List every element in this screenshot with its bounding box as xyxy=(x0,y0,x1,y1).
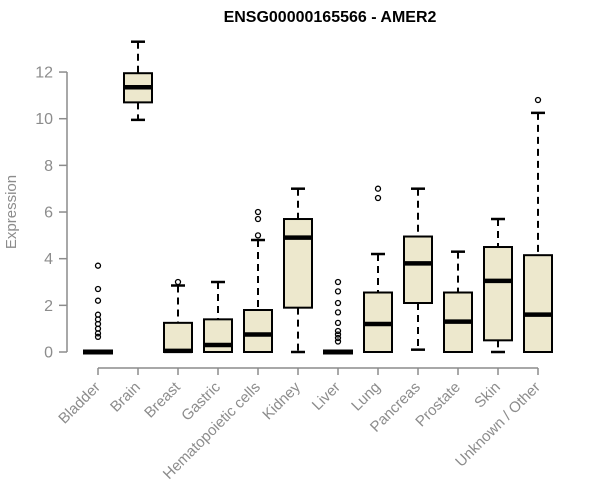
y-tick-label: 4 xyxy=(44,251,53,268)
outlier-point xyxy=(254,208,262,216)
y-tick-label: 12 xyxy=(35,65,53,82)
boxplot-skin xyxy=(483,217,513,354)
iqr-box xyxy=(163,321,193,353)
median-line xyxy=(83,349,113,355)
y-tick-label: 2 xyxy=(44,298,53,315)
outlier-point xyxy=(94,285,102,293)
boxplot-hematopoietic-cells xyxy=(243,208,273,354)
boxplot-liver xyxy=(323,278,353,355)
boxplot-kidney xyxy=(283,187,313,354)
plot-area: 0 2 4 6 8 10 12 Bladder BrainBreastGastricHemato… xyxy=(35,40,553,483)
x-tick-label-breast: Breast xyxy=(141,378,184,421)
boxplot-unknown-other xyxy=(523,96,553,353)
outlier-point xyxy=(254,232,262,239)
boxplot-bladder xyxy=(83,262,113,355)
iqr-box xyxy=(403,235,433,305)
outlier-point xyxy=(334,327,342,335)
x-tick-label-prostate: Prostate xyxy=(412,379,464,431)
outlier-point xyxy=(94,262,102,269)
y-axis-title: Expression xyxy=(3,175,20,249)
iqr-box xyxy=(483,246,513,342)
boxplot-pancreas xyxy=(403,187,433,351)
outlier-point xyxy=(334,338,342,345)
outlier-point xyxy=(334,278,342,286)
boxplot-lung xyxy=(363,185,393,354)
outlier-point xyxy=(334,299,342,307)
x-tick-label-kidney: Kidney xyxy=(259,378,304,423)
x-tick-label-brain: Brain xyxy=(107,379,144,416)
outlier-point xyxy=(374,194,382,202)
y-tick-label: 6 xyxy=(44,205,53,222)
iqr-box xyxy=(523,254,553,353)
outlier-point xyxy=(334,331,342,338)
iqr-box xyxy=(243,309,273,354)
y-tick-label: 8 xyxy=(44,158,53,175)
median-line xyxy=(323,349,353,355)
outlier-point xyxy=(374,185,382,192)
outlier-point xyxy=(254,215,262,223)
outlier-point xyxy=(334,319,342,326)
outlier-point xyxy=(334,288,342,295)
y-tick-label: 0 xyxy=(44,345,53,362)
x-tick-label-bladder: Bladder xyxy=(55,379,104,428)
outlier-point xyxy=(174,278,182,286)
x-tick-label-lung: Lung xyxy=(348,379,384,415)
chart-title: ENSG00000165566 - AMER2 xyxy=(224,9,437,26)
outlier-point xyxy=(334,334,342,342)
y-tick-label: 10 xyxy=(35,111,53,128)
outlier-point xyxy=(94,311,102,318)
boxplot-breast xyxy=(163,278,193,354)
outlier-point xyxy=(94,297,102,304)
outlier-point xyxy=(94,333,102,340)
iqr-box xyxy=(283,218,313,309)
y-axis: 0 2 4 6 8 10 12 xyxy=(35,65,68,362)
boxplot-prostate xyxy=(443,250,473,354)
boxplot-brain xyxy=(123,40,153,122)
x-tick-label-skin: Skin xyxy=(471,379,504,412)
outlier-point xyxy=(334,309,342,316)
outlier-point xyxy=(534,96,542,104)
boxplot-gastric xyxy=(203,280,233,354)
x-tick-label-liver: Liver xyxy=(309,379,344,414)
